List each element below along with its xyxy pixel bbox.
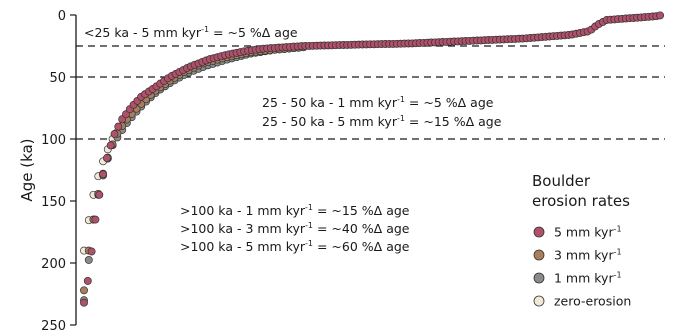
data-point [99, 170, 108, 179]
legend-item: 1 mm kyr-1 [533, 271, 622, 286]
data-point [80, 298, 88, 307]
data-point [87, 247, 96, 256]
annotation: <25 ka - 5 mm kyr-1 = ~5 %Δ age [84, 25, 298, 40]
legend: Boulder erosion rates 5 mm kyr-13 mm kyr… [532, 172, 631, 309]
data-point [83, 276, 92, 285]
annotation-text: >100 ka - 3 mm kyr [180, 221, 306, 236]
legend-title-line2: erosion rates [532, 192, 630, 210]
y-axis-label: Age (ka) [18, 138, 36, 201]
y-axis: 0 50 100 150 200 250 [41, 9, 77, 334]
annotation-superscript: -1 [201, 25, 209, 34]
y-tick-label: 50 [49, 71, 66, 86]
annotation: 25 - 50 ka - 5 mm kyr-1 = ~15 %Δ age [262, 114, 502, 129]
data-point [102, 154, 111, 162]
annotation-superscript: -1 [305, 203, 313, 212]
annotation: >100 ka - 1 mm kyr-1 = ~15 %Δ age [180, 203, 410, 218]
legend-item: zero-erosion [533, 294, 631, 309]
annotation-text: = ~60 %Δ age [313, 239, 410, 254]
legend-label: 1 mm kyr-1 [554, 271, 622, 286]
legend-label-superscript: -1 [614, 271, 622, 280]
y-tick-label: 100 [41, 133, 66, 148]
series-1 [80, 43, 308, 295]
y-tick-label: 250 [41, 319, 66, 334]
legend-item: 5 mm kyr-1 [533, 225, 622, 240]
annotation: >100 ka - 3 mm kyr-1 = ~40 %Δ age [180, 221, 410, 236]
data-point [656, 11, 665, 20]
data-point [91, 215, 100, 224]
legend-label-superscript: -1 [614, 225, 622, 234]
annotation-superscript: -1 [397, 95, 405, 104]
annotation-superscript: -1 [305, 221, 313, 230]
series-2 [80, 43, 308, 305]
annotation-text: 25 - 50 ka - 5 mm kyr [262, 114, 398, 129]
data-point [84, 255, 93, 264]
legend-label-text: 5 mm kyr [554, 225, 614, 240]
legend-label-text: 1 mm kyr [554, 271, 614, 286]
annotation-superscript: -1 [305, 239, 313, 248]
series-0 [80, 11, 665, 307]
data-point [106, 141, 115, 150]
legend-label-superscript: -1 [614, 248, 622, 257]
legend-label: zero-erosion [554, 294, 631, 309]
legend-title-line1: Boulder [532, 172, 591, 190]
legend-items: 5 mm kyr-13 mm kyr-11 mm kyr-1zero-erosi… [533, 225, 631, 309]
legend-marker [533, 249, 545, 261]
annotation: 25 - 50 ka - 1 mm kyr-1 = ~5 %Δ age [262, 95, 494, 110]
annotation-text: 25 - 50 ka - 1 mm kyr [262, 95, 398, 110]
data-series [80, 11, 665, 307]
legend-item: 3 mm kyr-1 [533, 248, 622, 263]
y-tick-label: 0 [58, 9, 66, 24]
annotation-text: = ~15 %Δ age [313, 203, 410, 218]
data-point [114, 122, 123, 131]
annotation-text: >100 ka - 5 mm kyr [180, 239, 306, 254]
legend-label: 3 mm kyr-1 [554, 248, 622, 263]
legend-label-text: zero-erosion [554, 294, 631, 309]
annotation: >100 ka - 5 mm kyr-1 = ~60 %Δ age [180, 239, 410, 254]
y-tick-label: 200 [41, 257, 66, 272]
legend-label-text: 3 mm kyr [554, 248, 614, 263]
legend-marker [533, 295, 545, 307]
y-ticks: 0 50 100 150 200 250 [41, 9, 76, 334]
legend-marker [533, 272, 545, 284]
legend-marker [533, 226, 545, 238]
data-point [80, 286, 88, 295]
annotation-text: = ~15 %Δ age [405, 114, 502, 129]
annotation-text: = ~40 %Δ age [313, 221, 410, 236]
annotation-text: = ~5 %Δ age [209, 25, 298, 40]
annotation-text: >100 ka - 1 mm kyr [180, 203, 306, 218]
data-point [95, 190, 104, 199]
annotation-text: = ~5 %Δ age [405, 95, 494, 110]
y-tick-label: 150 [41, 195, 66, 210]
legend-label: 5 mm kyr-1 [554, 225, 622, 240]
annotation-text: <25 ka - 5 mm kyr [84, 25, 202, 40]
annotation-superscript: -1 [397, 114, 405, 123]
data-point [110, 130, 119, 138]
